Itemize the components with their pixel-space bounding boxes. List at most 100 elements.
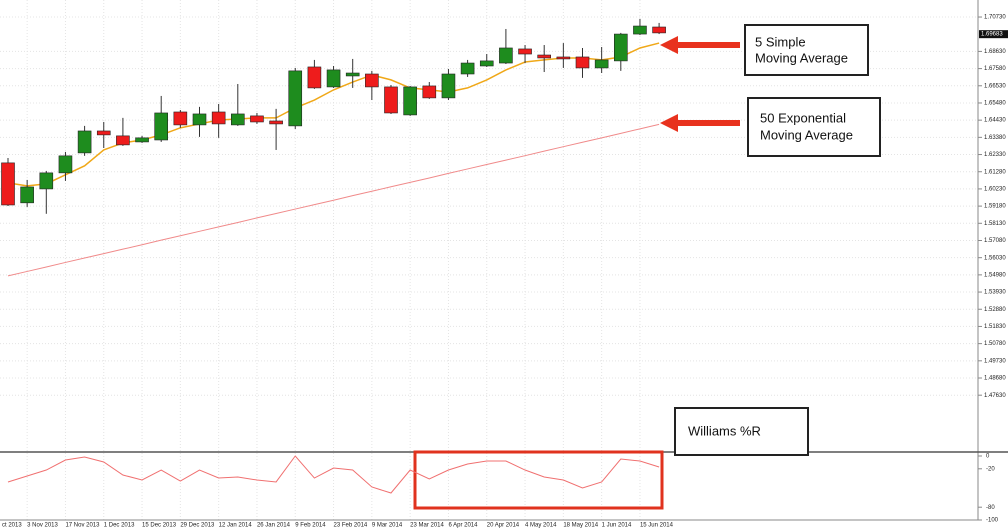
y-tick-label: 1.54980 xyxy=(984,272,1006,278)
y-tick-label: 1.58130 xyxy=(984,221,1006,227)
annotation: Moving Average xyxy=(760,127,853,142)
candle-body xyxy=(556,56,571,60)
y-tick-label: 1.50780 xyxy=(984,341,1006,347)
candle-body xyxy=(345,72,360,77)
candle-body xyxy=(58,155,73,174)
x-tick-label: 23 Feb 2014 xyxy=(334,523,368,529)
indicator-line xyxy=(7,123,660,277)
candle-body xyxy=(173,111,188,126)
candle-body xyxy=(422,85,437,99)
x-tick-label: 3 Nov 2013 xyxy=(27,523,58,529)
candle-body xyxy=(384,86,398,114)
candle-body xyxy=(441,73,456,99)
candle-body xyxy=(96,130,111,136)
x-tick-label: 29 Dec 2013 xyxy=(180,523,215,529)
candle-body xyxy=(250,115,264,123)
candle-body xyxy=(613,33,628,62)
candle-body xyxy=(192,113,207,126)
y-tick-label: 1.66530 xyxy=(984,83,1006,89)
x-tick-label: 26 Jan 2014 xyxy=(257,523,291,529)
y-tick-label: 1.61280 xyxy=(984,169,1006,175)
annotation: 5 Simple xyxy=(755,34,806,49)
candle-body xyxy=(211,111,226,125)
candle-body xyxy=(1,162,15,206)
y-tick-label: -80 xyxy=(986,505,995,511)
candle-body xyxy=(135,137,149,143)
y-tick-label: 0 xyxy=(986,454,990,460)
candle-body xyxy=(77,130,92,154)
y-tick-label: 1.48680 xyxy=(984,376,1006,382)
candle-body xyxy=(403,86,417,116)
candle-body xyxy=(537,54,552,59)
y-tick-label: 1.56030 xyxy=(984,255,1006,261)
highlight-box xyxy=(413,450,664,510)
y-tick-label: 1.57080 xyxy=(984,238,1006,244)
grid xyxy=(0,0,978,520)
price-marker xyxy=(979,30,1008,39)
x-tick-label: 23 Mar 2014 xyxy=(410,523,444,529)
annotation-box xyxy=(744,24,869,76)
x-tick-label: 1 Jun 2014 xyxy=(602,523,632,529)
annotation-box xyxy=(674,407,809,456)
y-tick-label: 1.60230 xyxy=(984,186,1006,192)
y-tick-label: 1.63380 xyxy=(984,135,1006,141)
y-tick-label: 1.68630 xyxy=(984,49,1006,55)
plot xyxy=(1,18,666,277)
candle-body xyxy=(154,112,168,141)
y-tick-label: 1.52880 xyxy=(984,307,1006,313)
candle-body xyxy=(39,172,54,190)
candle-body xyxy=(116,135,130,146)
x-tick-label: 18 May 2014 xyxy=(563,523,598,529)
y-tick-label: 1.67580 xyxy=(984,66,1006,72)
candle-body xyxy=(231,113,245,126)
candle-body xyxy=(575,56,590,69)
x-tick-label: 1 Dec 2013 xyxy=(104,523,135,529)
candle-body xyxy=(499,47,513,64)
candle-body xyxy=(269,120,283,125)
y-tick-label: 1.62330 xyxy=(984,152,1006,158)
candle-body xyxy=(652,26,666,34)
x-tick-label: 4 May 2014 xyxy=(525,523,557,529)
y-tick-label: 1.70730 xyxy=(984,15,1006,21)
x-tick-label: 15 Dec 2013 xyxy=(142,523,177,529)
candle-body xyxy=(288,70,303,127)
y-tick-label: 1.51830 xyxy=(984,324,1006,330)
williams-r-line xyxy=(7,455,660,494)
x-tick-label: 6 Apr 2014 xyxy=(448,523,478,529)
annotation: Moving Average xyxy=(755,50,848,65)
x-tick-label: 20 Apr 2014 xyxy=(487,523,520,529)
y-tick-label: 1.64430 xyxy=(984,118,1006,124)
candle-body xyxy=(460,62,475,75)
candle-body xyxy=(307,66,322,89)
candle-body xyxy=(594,59,609,69)
y-tick-label: -100 xyxy=(986,518,999,524)
candle-body xyxy=(326,69,341,88)
x-tick-label: 17 Nov 2013 xyxy=(65,523,100,529)
y-tick-label: 1.53930 xyxy=(984,290,1006,296)
x-tick-label: 9 Feb 2014 xyxy=(295,523,326,529)
candle-body xyxy=(479,60,494,67)
x-tick-label: ct 2013 xyxy=(2,523,22,529)
annotation: 50 Exponential xyxy=(760,110,846,125)
y-tick-label: 1.65480 xyxy=(984,101,1006,107)
y-tick-label: -20 xyxy=(986,466,995,472)
x-tick-label: 12 Jan 2014 xyxy=(219,523,253,529)
x-tick-label: 9 Mar 2014 xyxy=(372,523,403,529)
y-tick-label: 1.49730 xyxy=(984,358,1006,364)
annotation: Williams %R xyxy=(688,423,761,438)
arrow xyxy=(660,36,740,54)
candle-body xyxy=(365,73,379,88)
x-tick-label: 15 Jun 2014 xyxy=(640,523,674,529)
annotation-box xyxy=(747,97,881,157)
arrow xyxy=(660,114,740,132)
price-marker-label: 1.69683 xyxy=(981,32,1003,38)
y-tick-label: 1.59180 xyxy=(984,204,1006,210)
indicator-line xyxy=(7,42,660,187)
candle-body xyxy=(518,48,532,55)
candle-body xyxy=(633,25,647,35)
candle-body xyxy=(20,186,34,204)
y-tick-label: 1.47630 xyxy=(984,393,1006,399)
